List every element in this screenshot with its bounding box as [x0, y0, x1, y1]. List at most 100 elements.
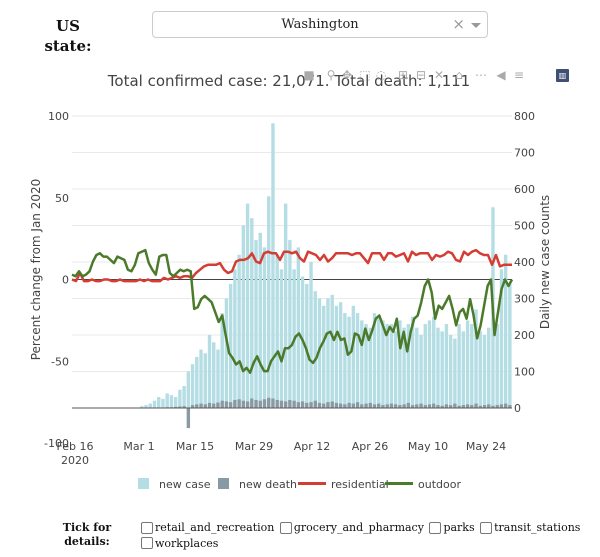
zoom-out-icon[interactable]: ⊟: [415, 68, 427, 82]
x-tick-label: May 10: [408, 440, 448, 453]
bar-new-case: [165, 393, 169, 408]
bar-new-case: [148, 403, 152, 408]
checkbox-box[interactable]: [141, 521, 153, 534]
bar-new-death: [372, 404, 377, 408]
bar-new-death: [199, 403, 203, 408]
details-checkbox-group: retail_and_recreation grocery_and_pharma…: [141, 521, 600, 552]
bar-new-death: [491, 405, 495, 408]
bar-new-case: [410, 316, 415, 408]
bar-new-case: [182, 386, 186, 408]
y-left-axis-title: Percent change from Jan 2020: [29, 179, 43, 361]
bar-new-case: [161, 398, 165, 408]
chart[interactable]: -100 -50 0 50 100 0 100 200 300 400 500 600 700 800 Fe…: [0, 0, 600, 470]
bar-new-death: [245, 401, 250, 408]
bar-new-death: [267, 397, 271, 408]
reset-axes-icon[interactable]: ⌂: [455, 68, 463, 82]
bar-new-death: [313, 400, 317, 408]
legend-label: outdoor: [418, 478, 461, 491]
bar-new-death: [457, 405, 461, 408]
bar-new-case: [478, 331, 482, 408]
legend-label: new case: [159, 478, 211, 491]
bar-new-death: [355, 402, 360, 408]
checkbox-box[interactable]: [279, 521, 292, 534]
bar-new-case: [322, 305, 326, 408]
lasso-icon[interactable]: ◌: [375, 68, 387, 82]
bar-new-death: [385, 404, 389, 408]
bar-new-case: [313, 291, 317, 408]
bar-new-case: [457, 324, 461, 408]
y-left-tick-label: 50: [55, 192, 69, 205]
bar-new-case: [199, 349, 203, 408]
bar-new-case: [427, 320, 432, 408]
bar-new-death: [300, 401, 305, 408]
bar-new-death: [351, 403, 356, 408]
hover-compare-icon[interactable]: ≡: [513, 68, 525, 82]
bar-new-case: [233, 269, 237, 408]
autoscale-icon[interactable]: ✕: [433, 68, 445, 82]
y-right-tick-label: 600: [514, 183, 535, 196]
zoom-in-icon[interactable]: ⊞: [397, 68, 409, 82]
y-right-tick-label: 0: [514, 402, 521, 415]
bar-new-death: [419, 403, 423, 408]
bar-new-case: [495, 324, 499, 408]
box-select-icon[interactable]: ⬚: [359, 68, 371, 82]
bar-new-case: [173, 397, 178, 408]
bar-new-case: [267, 196, 271, 408]
legend-swatch: [138, 478, 149, 489]
bar-new-death: [499, 404, 504, 408]
state-dropdown-value[interactable]: Washington: [281, 17, 359, 32]
y-left-tick-label: 0: [62, 274, 69, 287]
checkbox-box[interactable]: [480, 521, 493, 534]
bar-new-death: [347, 402, 351, 408]
y-left-tick-label: 100: [48, 110, 69, 123]
zoom-icon[interactable]: ⚲: [326, 68, 336, 82]
bar-new-case: [178, 389, 182, 408]
bar-new-case: [245, 203, 250, 408]
bar-new-death: [178, 406, 182, 408]
bar-new-death: [377, 403, 381, 408]
bar-new-case: [157, 397, 161, 408]
bar-new-case: [207, 335, 212, 408]
bar-new-case: [368, 327, 372, 408]
x-tick-label: Mar 1: [123, 440, 154, 453]
bar-new-case: [364, 324, 368, 408]
bar-new-case: [190, 364, 195, 408]
bar-new-death: [224, 401, 229, 408]
legend-swatch: [385, 482, 413, 485]
legend-item-new-case[interactable]: new case: [138, 477, 211, 493]
checkbox-box[interactable]: [141, 537, 153, 549]
bar-new-case: [436, 327, 440, 408]
checkbox-transit-stations[interactable]: transit_stations: [480, 521, 580, 534]
bar-new-death: [212, 403, 216, 408]
checkbox-grocery-and-pharmacy[interactable]: grocery_and_pharmacy: [279, 521, 424, 534]
checkbox-box[interactable]: [429, 521, 442, 534]
bar-new-case: [385, 324, 389, 408]
bar-new-death: [406, 402, 411, 408]
bar-new-death: [487, 404, 491, 408]
hover-closest-icon[interactable]: ◀: [496, 68, 506, 82]
bar-new-case: [423, 324, 427, 408]
camera-icon[interactable]: ■: [303, 68, 315, 82]
chevron-down-icon[interactable]: [471, 23, 481, 28]
bar-new-death: [190, 405, 195, 408]
bar-new-case: [212, 342, 216, 408]
bar-new-death: [503, 403, 508, 408]
bar-new-death: [495, 405, 499, 408]
bar-new-death: [241, 400, 246, 408]
plotly-logo-icon[interactable]: ▥: [556, 69, 569, 82]
checkbox-parks[interactable]: parks: [429, 521, 475, 534]
checkbox-retail-and-recreation[interactable]: retail_and_recreation: [141, 521, 274, 534]
bar-new-death: [415, 404, 419, 408]
clear-icon[interactable]: ×: [452, 15, 465, 33]
state-dropdown[interactable]: Washington ×: [152, 11, 488, 38]
bar-new-death: [258, 400, 262, 408]
pan-icon[interactable]: ✥: [341, 68, 353, 82]
legend-item-outdoor[interactable]: outdoor: [385, 477, 461, 493]
bar-new-case: [372, 313, 377, 408]
checkbox-workplaces[interactable]: workplaces: [141, 537, 218, 550]
bar-new-case: [271, 123, 275, 409]
legend-item-new-death[interactable]: new death: [218, 477, 297, 493]
spike-lines-icon[interactable]: ⋯: [475, 68, 487, 82]
legend-item-residential[interactable]: residential: [298, 477, 389, 493]
bar-new-case: [224, 298, 229, 408]
